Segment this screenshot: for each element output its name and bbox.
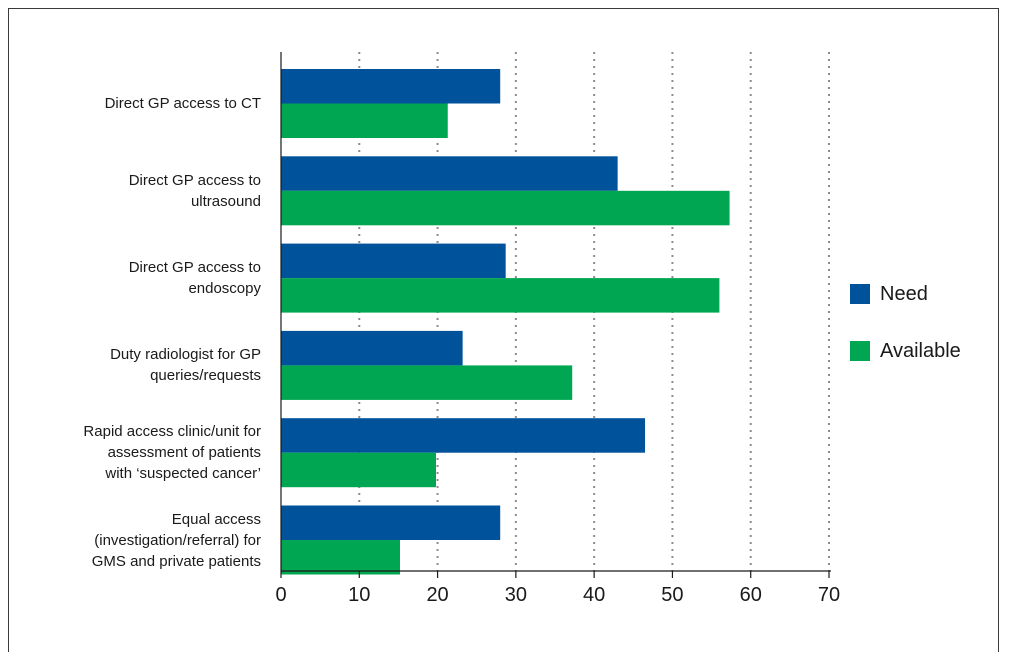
bar-available-0 (281, 103, 448, 138)
bar-available-2 (281, 278, 720, 313)
x-tick-label-40: 40 (583, 584, 605, 606)
bar-need-3 (281, 330, 463, 366)
legend-swatch-need (850, 284, 870, 304)
legend-item-need: Need (850, 283, 928, 305)
bar-need-0 (281, 69, 501, 104)
x-tick-label-30: 30 (505, 584, 527, 606)
bar-available-5 (281, 540, 400, 575)
bar-available-4 (281, 452, 437, 488)
chart-frame (8, 8, 999, 652)
x-tick-label-10: 10 (348, 584, 370, 606)
x-tick-label-0: 0 (275, 584, 286, 606)
category-label-4: Rapid access clinic/unit for assessment … (83, 423, 261, 483)
legend-item-available: Available (850, 340, 961, 362)
bar-need-4 (281, 418, 646, 453)
x-tick-label-20: 20 (426, 584, 448, 606)
x-tick-label-50: 50 (661, 584, 683, 606)
axes (280, 52, 831, 572)
bar-available-1 (281, 190, 730, 226)
x-tick-label-60: 60 (740, 584, 762, 606)
x-tick-label-70: 70 (818, 584, 840, 606)
legend-swatch-available (850, 341, 870, 361)
legend-label-need: Need (880, 282, 928, 305)
x-tick-labels: 0 10 20 30 40 50 60 70 (275, 571, 840, 606)
bar-available-3 (281, 365, 573, 400)
category-label-3: Duty radiologist for GP queries/requests (110, 346, 261, 385)
category-label-2: Direct GP access to endoscopy (128, 259, 261, 298)
bar-need-5 (281, 505, 501, 540)
bar-need-1 (281, 156, 618, 191)
legend-label-available: Available (880, 339, 961, 362)
category-label-1: Direct GP access to ultrasound (128, 171, 261, 210)
category-label-5: Equal access (investigation/referral) fo… (91, 510, 261, 570)
category-label-0: Direct GP access to CT (104, 95, 261, 112)
bars (281, 69, 730, 575)
bar-need-2 (281, 243, 506, 279)
